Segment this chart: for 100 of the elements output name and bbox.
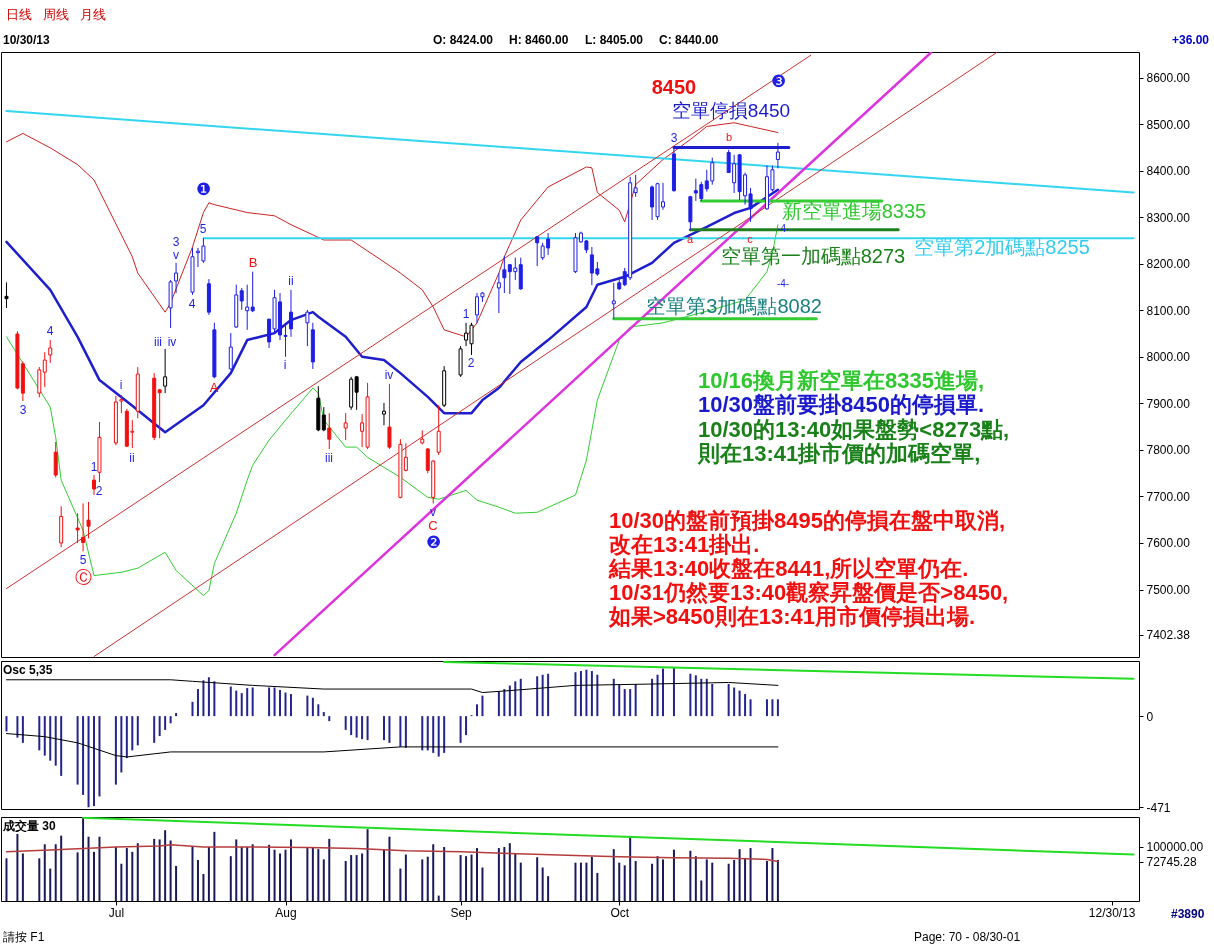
- bar: [361, 716, 364, 740]
- annotation: 結果13:40收盤在8441,所以空單仍在.: [608, 556, 969, 581]
- bar: [744, 694, 747, 717]
- bar: [623, 865, 626, 901]
- y-tick-label: 8000.00: [1146, 350, 1191, 365]
- bar: [207, 846, 210, 901]
- bar: [662, 859, 665, 901]
- bar: [503, 689, 506, 717]
- bar: [765, 861, 768, 901]
- bar: [536, 857, 539, 901]
- annotation: i: [283, 358, 287, 372]
- annotation: 空單第2加碼點8255: [914, 236, 1090, 258]
- line-series: [5, 733, 779, 758]
- bar: [213, 831, 216, 901]
- bar: [350, 716, 353, 736]
- bar: [317, 849, 320, 901]
- bar: [437, 895, 440, 901]
- annotation: 10/30的13:40如果盤勢<8273點,: [698, 417, 1010, 442]
- candlestick: [163, 348, 168, 394]
- annotation: 空單第一加碼點8273: [720, 245, 906, 267]
- bar: [328, 716, 331, 722]
- bar: [268, 687, 271, 717]
- bar: [125, 716, 128, 759]
- candlestick: [53, 441, 58, 478]
- bar: [207, 677, 210, 717]
- bar: [629, 689, 632, 717]
- candlestick: [81, 502, 86, 552]
- bar: [694, 856, 697, 901]
- bar: [672, 667, 675, 717]
- bar: [87, 836, 90, 901]
- bar: [399, 868, 402, 901]
- candlestick: [42, 351, 47, 388]
- bar: [574, 672, 577, 717]
- annotation: ii: [288, 274, 294, 288]
- bar: [443, 846, 446, 901]
- candlestick: [535, 236, 540, 267]
- bar: [268, 844, 271, 901]
- bar: [585, 669, 588, 717]
- candlestick: [611, 282, 616, 320]
- bar: [612, 678, 615, 717]
- bar: [191, 845, 194, 901]
- bar: [76, 716, 79, 785]
- bar: [765, 699, 768, 717]
- candlestick: [775, 142, 780, 169]
- bar: [733, 687, 736, 717]
- annotation: 2: [95, 484, 103, 498]
- bar: [426, 856, 429, 901]
- annotation: 空單停損8450: [671, 100, 791, 121]
- bar: [114, 716, 117, 785]
- bar: [82, 817, 85, 901]
- bar: [651, 863, 654, 901]
- x-tick-label: Jul: [108, 905, 125, 920]
- bar: [175, 713, 178, 717]
- bar: [120, 863, 123, 901]
- bar: [618, 684, 621, 717]
- bar: [497, 848, 500, 901]
- bar: [475, 848, 478, 901]
- bar: [361, 853, 364, 901]
- bar: [60, 835, 63, 901]
- bar: [125, 848, 128, 901]
- bar: [508, 843, 511, 901]
- candlestick: [4, 281, 9, 309]
- candlestick: [239, 287, 244, 311]
- bar: [49, 868, 52, 901]
- bar: [235, 690, 238, 717]
- bar: [443, 716, 446, 753]
- annotation: C: [428, 518, 438, 533]
- bar: [541, 867, 544, 901]
- bar: [344, 861, 347, 901]
- bar: [382, 716, 385, 741]
- bar: [38, 858, 41, 901]
- bar: [344, 716, 347, 730]
- candlestick: [228, 332, 233, 371]
- line-series: [5, 679, 779, 694]
- candlestick: [496, 272, 501, 314]
- bar: [612, 849, 615, 901]
- bar: [229, 686, 232, 717]
- bar: [240, 693, 243, 717]
- bar: [711, 862, 714, 901]
- annotation: 改在13:41掛出.: [609, 532, 760, 557]
- bar: [60, 716, 63, 776]
- bar: [191, 701, 194, 717]
- bar: [656, 674, 659, 717]
- bar: [246, 846, 249, 901]
- bar: [618, 862, 621, 901]
- annotation: 2: [467, 356, 475, 370]
- bar: [5, 716, 8, 732]
- bar: [579, 862, 582, 901]
- bar: [749, 848, 752, 901]
- line-series: [5, 844, 779, 863]
- annotation: -4-: [776, 278, 790, 289]
- bar: [634, 684, 637, 717]
- bar: [705, 859, 708, 901]
- bar: [388, 836, 391, 901]
- x-tick-label: 12/30/13: [1088, 905, 1136, 920]
- bar: [481, 867, 484, 901]
- bar: [519, 862, 522, 901]
- bar: [705, 678, 708, 717]
- x-tick-label: Aug: [275, 905, 297, 920]
- bar: [437, 716, 440, 757]
